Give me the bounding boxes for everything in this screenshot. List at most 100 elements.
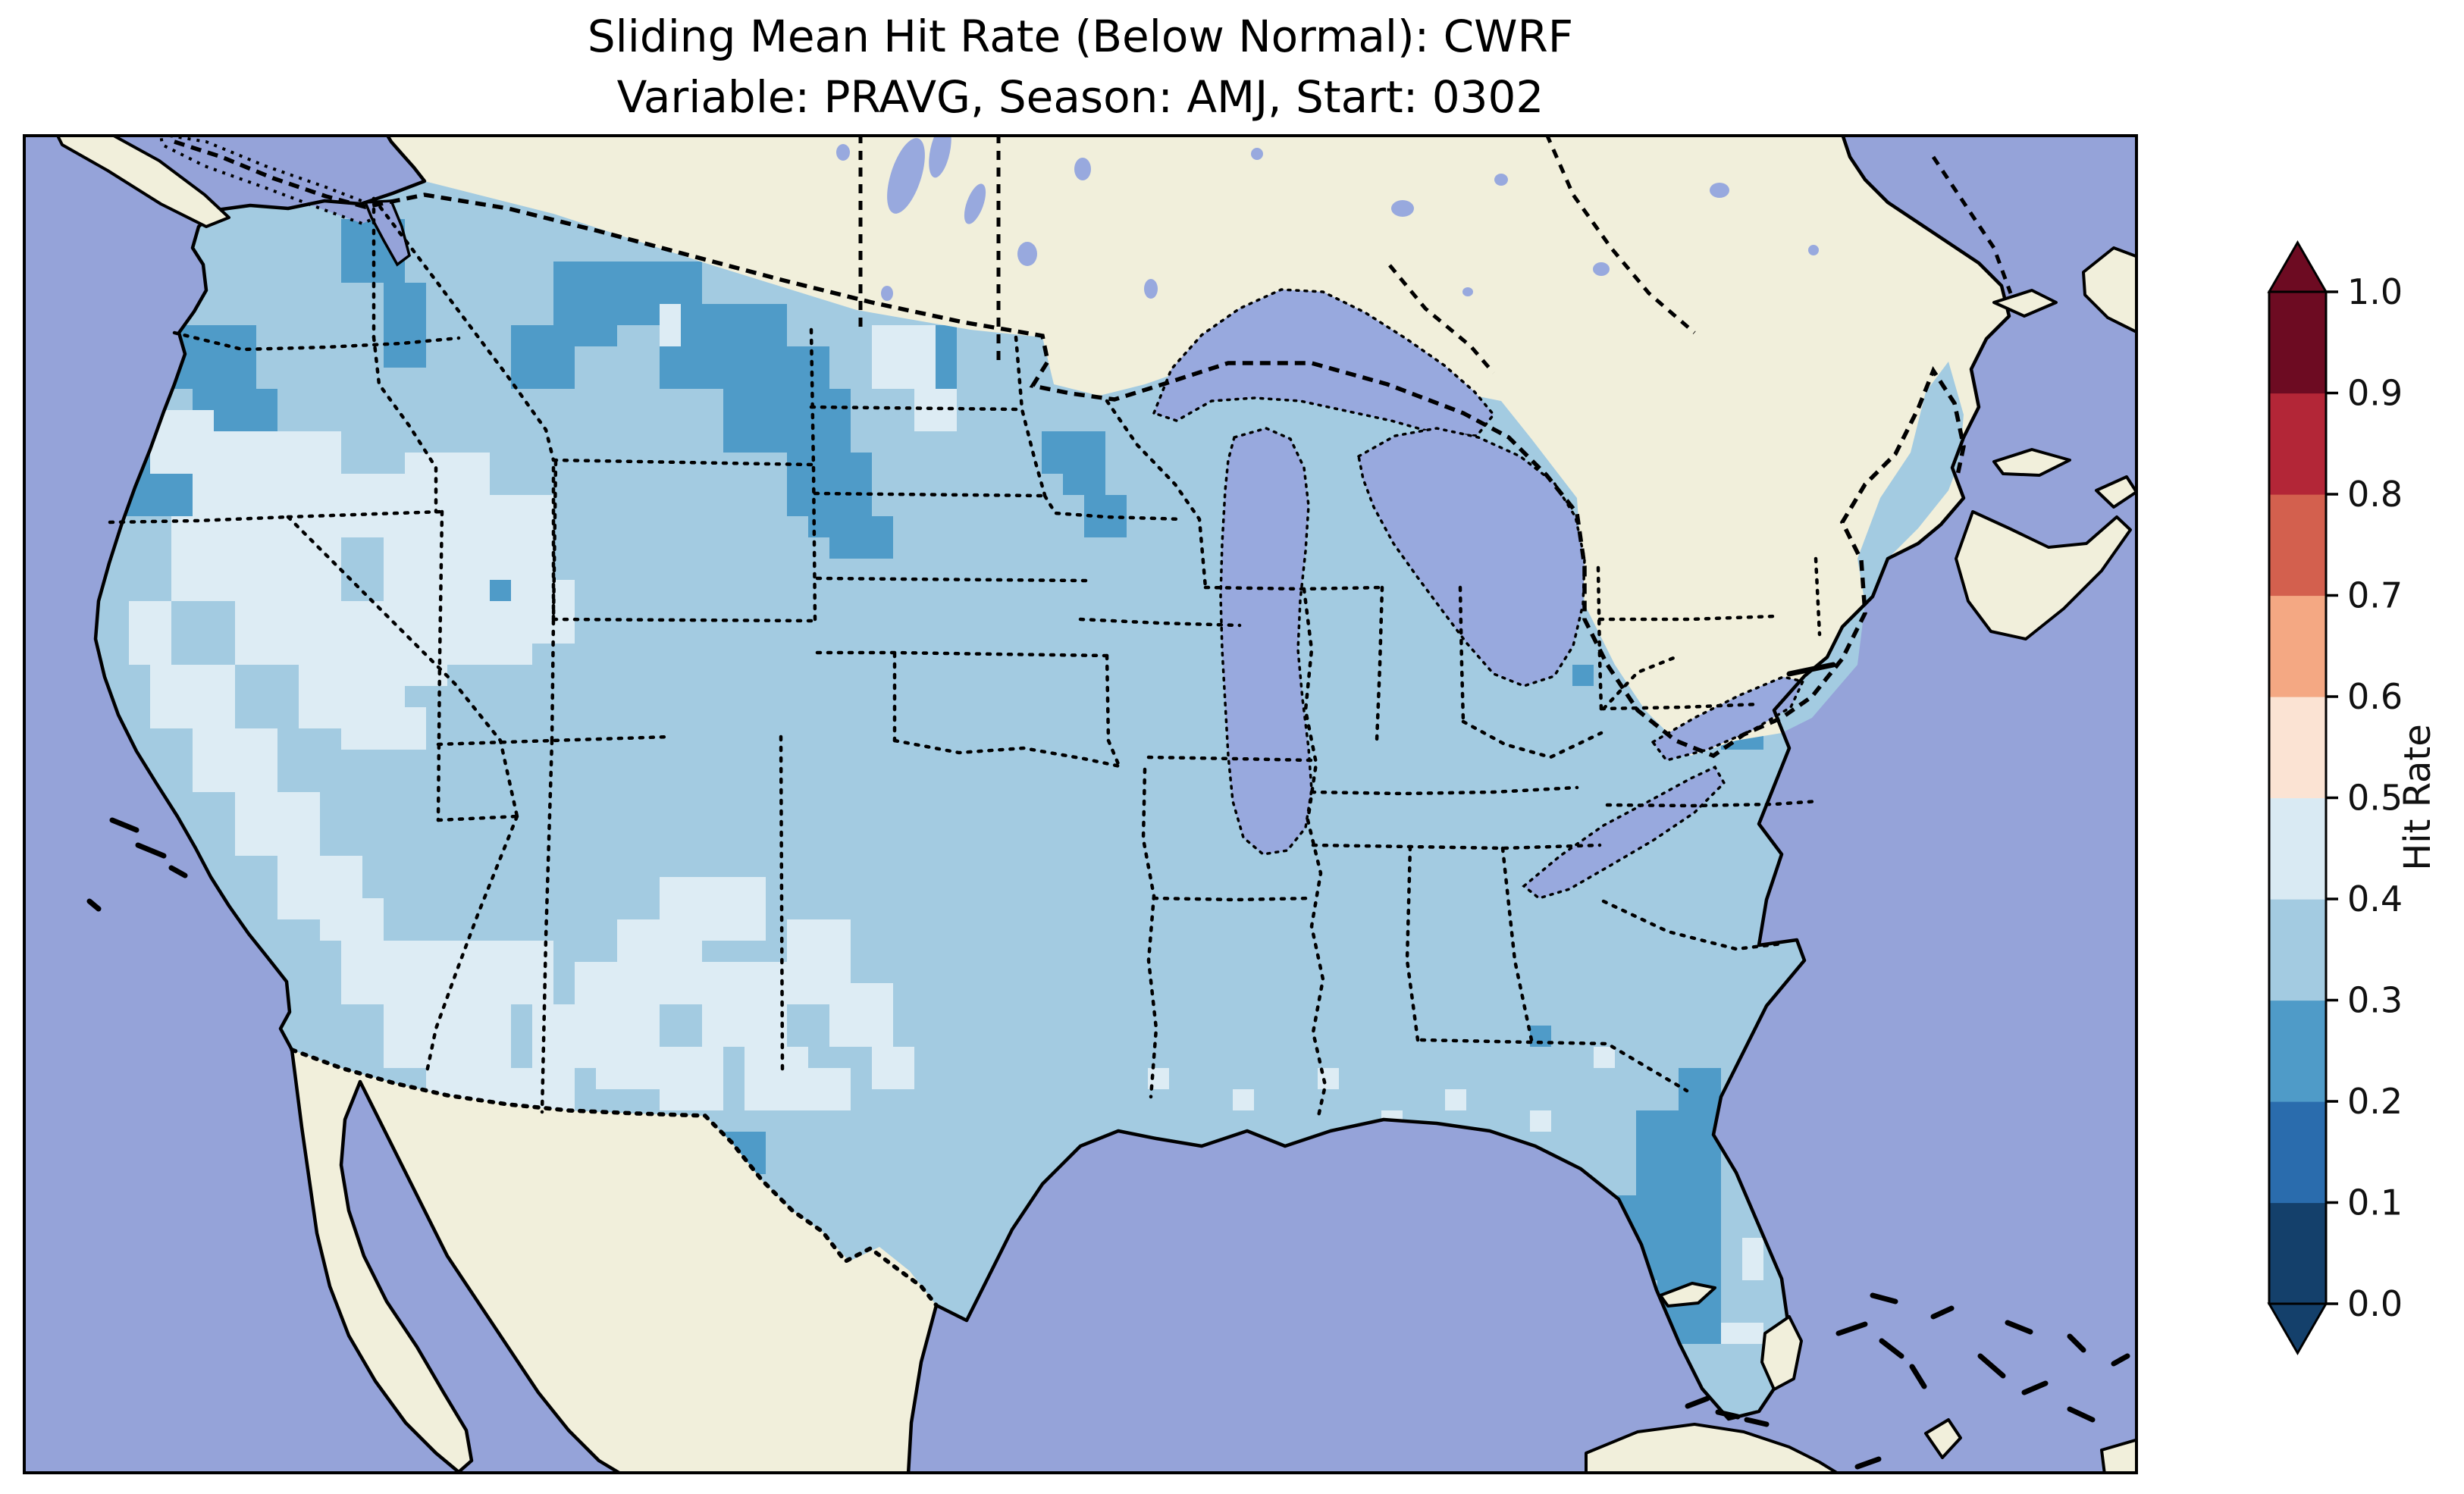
small-lake (1593, 262, 1610, 276)
field-patch-c4 (702, 962, 787, 1047)
field-patch-c4 (745, 1047, 808, 1110)
field-patch-c2 (1063, 474, 1105, 495)
islet (1685, 1395, 1710, 1409)
field-patch-c2 (384, 283, 426, 368)
state-border (1814, 556, 1822, 637)
field-patch-c4 (193, 728, 277, 792)
small-lake (1494, 174, 1508, 186)
field-patch-c4 (490, 495, 553, 580)
state-border (371, 335, 438, 514)
state-border (809, 405, 1020, 412)
small-lake (1074, 158, 1091, 180)
state-border (286, 509, 444, 519)
island-grand_bahama (1659, 1282, 1716, 1308)
state-border (1309, 785, 1579, 796)
small-lake (836, 144, 850, 161)
state-border (779, 734, 785, 1073)
state-border (1596, 565, 1603, 713)
state-border (1311, 843, 1602, 850)
islet (1835, 1321, 1868, 1336)
islet (1786, 662, 1836, 677)
colorbar-under-arrow (2267, 1302, 2328, 1356)
map-frame (23, 134, 2138, 1474)
small-lake (1462, 287, 1473, 296)
colorbar-tick-label: 0.6 (2347, 676, 2403, 717)
state-border (815, 576, 1088, 583)
state-border (1458, 585, 1466, 724)
colorbar-label: Hit Rate (2397, 724, 2439, 871)
island-hispaniola (2100, 1438, 2138, 1474)
colorbar-segment (2269, 393, 2326, 495)
state-border (815, 650, 1109, 658)
state-border (1597, 614, 1776, 622)
small-lake (1251, 148, 1263, 160)
island-cuba (1585, 1423, 1841, 1474)
field-patch-c4 (872, 325, 936, 389)
island-newfoundland (2082, 246, 2138, 334)
state-border (424, 814, 519, 1078)
field-patch-c2 (1042, 431, 1105, 474)
field-patch-c4 (1530, 1110, 1551, 1132)
state-border (1042, 493, 1185, 521)
small-lake (1710, 183, 1729, 198)
state-border (1014, 335, 1047, 497)
state-border (1203, 585, 1384, 591)
state-border (813, 491, 1045, 498)
state-border (1605, 799, 1820, 808)
islet (1744, 1417, 1770, 1427)
state-border (286, 515, 519, 819)
field-patch-c4 (150, 665, 235, 728)
colorbar-tick-label: 0.5 (2347, 778, 2403, 819)
lake-erie (1522, 765, 1726, 900)
state-border (371, 196, 556, 462)
state-border (1601, 899, 1784, 951)
state-border (172, 330, 461, 352)
lake-huron (1357, 427, 1586, 687)
state-border (540, 738, 554, 1114)
field-patch-c4 (1742, 1238, 1763, 1280)
field-patch-c4 (829, 983, 893, 1047)
islet (109, 817, 140, 833)
field-patch-c4 (808, 1068, 851, 1110)
state-border (436, 734, 672, 747)
field-patch-c4 (405, 453, 490, 537)
islet (1715, 1409, 1741, 1420)
state-border (1105, 399, 1208, 590)
province-border (1388, 264, 1495, 374)
state-border (1375, 585, 1384, 743)
state-border (551, 458, 813, 467)
field-patch-c4 (129, 601, 171, 665)
field-patch-c4 (235, 601, 384, 665)
state-border (1601, 655, 1678, 711)
small-lake (929, 134, 951, 178)
islet (86, 898, 102, 912)
field-patch-c2 (511, 325, 575, 389)
colorbar-tick-label: 0.7 (2347, 575, 2403, 616)
state-border (1146, 755, 1314, 763)
islet (2067, 1333, 2086, 1353)
colorbar-segment (2269, 899, 2326, 1001)
colorbar-segment (2269, 1101, 2326, 1204)
lake-superior (1152, 288, 1496, 437)
islet (168, 865, 188, 879)
state-border (1302, 587, 1328, 1122)
island-pei (1992, 448, 2071, 477)
islet (135, 842, 167, 859)
colorbar-segment (2269, 1000, 2326, 1102)
islet (1930, 1305, 1955, 1320)
field-patch-c2 (808, 474, 851, 537)
state-border (1105, 653, 1123, 772)
field-patch-c2 (1572, 665, 1594, 686)
state-border (551, 617, 813, 623)
field-patch-c4 (596, 1004, 660, 1089)
field-patch-c2 (1636, 1110, 1721, 1195)
small-lake (881, 286, 893, 301)
field-patch-c4 (469, 941, 553, 1004)
us-canada-border (174, 139, 1966, 759)
island-nova_scotia (1955, 510, 2132, 641)
small-lake (1808, 245, 1819, 255)
field-patch-c4 (277, 431, 341, 474)
islet (1977, 1353, 2006, 1379)
colorbar-tick-label: 0.0 (2347, 1283, 2403, 1324)
